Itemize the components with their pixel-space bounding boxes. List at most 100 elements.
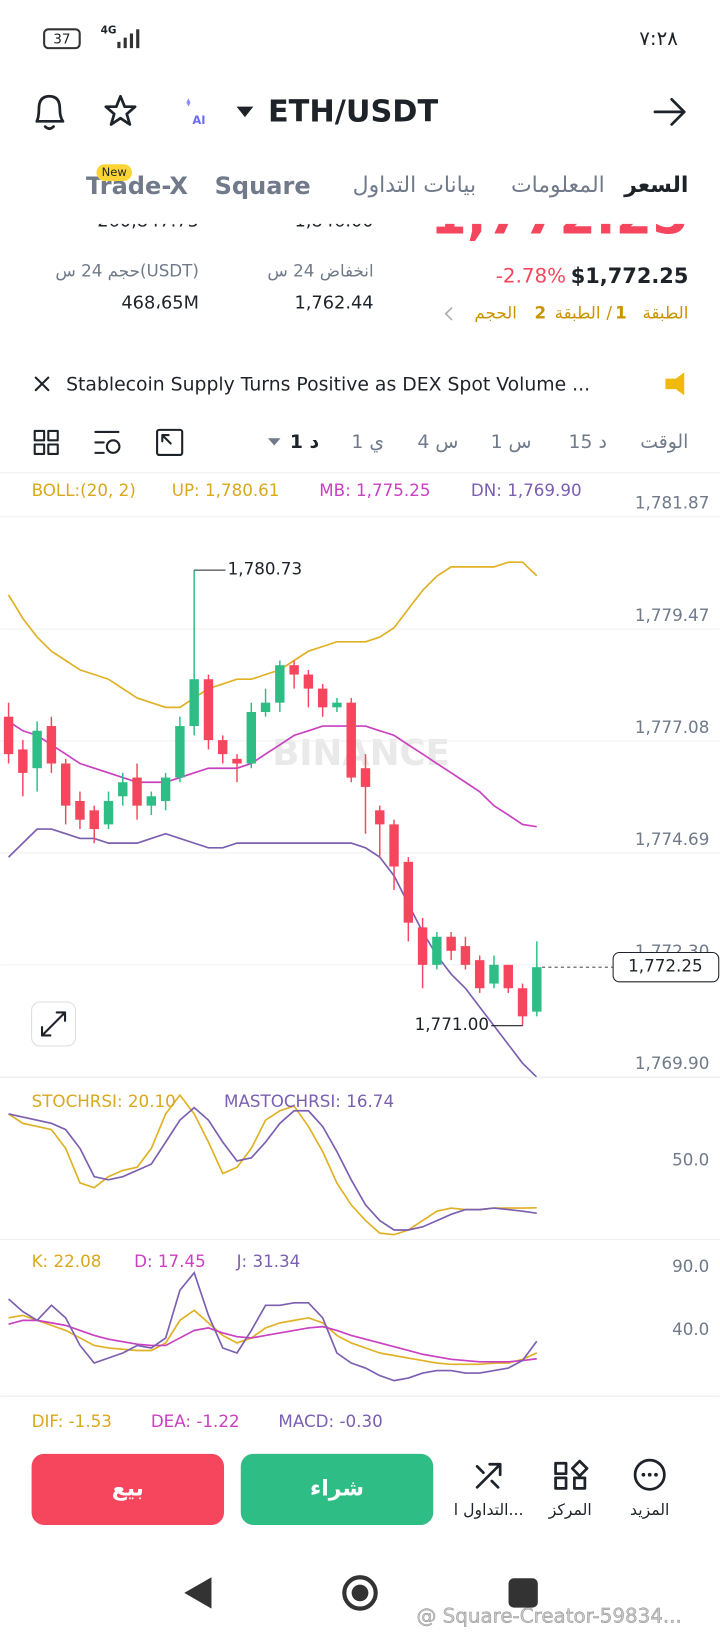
- candle-body: [160, 777, 171, 801]
- close-news[interactable]: [34, 376, 50, 392]
- candle-body: [403, 861, 414, 923]
- interval-selected[interactable]: 1 د: [290, 432, 320, 453]
- sparkle: [186, 98, 191, 107]
- interval[interactable]: 15 د: [569, 432, 607, 453]
- depth-volume[interactable]: الحجم: [474, 302, 516, 323]
- nav-recent[interactable]: [508, 1578, 538, 1608]
- candle-body: [260, 702, 271, 713]
- sell-button[interactable]: [31, 1453, 225, 1525]
- boll-dn-line: [7, 828, 538, 1078]
- candle-body: [60, 763, 71, 806]
- more-icon[interactable]: [633, 1458, 666, 1491]
- depth-one[interactable]: 1: [615, 302, 627, 322]
- candle-body: [417, 927, 428, 965]
- nav-back[interactable]: [184, 1577, 212, 1609]
- last-price-label: 1,772.25: [628, 956, 702, 976]
- pair[interactable]: ETH/USDT: [268, 94, 439, 129]
- depth-layer[interactable]: الطبقة: [642, 302, 688, 322]
- candle-body: [103, 800, 114, 825]
- candle-body: [432, 936, 442, 965]
- candle-body: [75, 800, 85, 820]
- buy-label[interactable]: شراء: [310, 1476, 364, 1501]
- candle-body: [232, 758, 242, 764]
- candle-body: [332, 702, 342, 708]
- interval-dropdown[interactable]: [267, 438, 281, 446]
- candle-body: [118, 782, 128, 797]
- news[interactable]: Stablecoin Supply Turns Positive as DEX …: [66, 374, 590, 395]
- share-icon[interactable]: [653, 98, 686, 126]
- last-price: 1,772.25: [430, 186, 688, 247]
- bell-icon[interactable]: [35, 94, 65, 130]
- boll-label: BOLL:(20, 2): [32, 480, 136, 500]
- candle-body: [489, 964, 499, 984]
- dea-label: DEA: -1.22: [151, 1411, 240, 1431]
- volume-24h: 468،65M: [121, 292, 199, 313]
- battery-level: 37: [53, 32, 70, 48]
- position-icon[interactable]: [554, 1459, 589, 1490]
- candle-body: [275, 665, 285, 703]
- stoch-tick-label: 50.0: [672, 1149, 709, 1169]
- candle-body: [517, 988, 528, 1017]
- candle-body: [203, 679, 214, 741]
- trade-icon[interactable]: [475, 1462, 502, 1489]
- ai-badge[interactable]: AI: [192, 113, 205, 127]
- star-icon[interactable]: [104, 94, 137, 126]
- new-badge: New: [102, 165, 127, 179]
- tab-square[interactable]: Square: [215, 172, 311, 200]
- kdj-tick-label: 40.0: [672, 1319, 709, 1339]
- candle-body: [474, 960, 485, 989]
- candle-body: [360, 768, 371, 787]
- price-tick-label: 1,769.90: [635, 1053, 709, 1073]
- kdj-d-line: [8, 1319, 537, 1363]
- kdj-d-label: D: 17.45: [134, 1251, 206, 1271]
- last-price-box: [612, 952, 720, 983]
- depth-sep: /: [606, 302, 612, 322]
- candle-body: [289, 665, 299, 675]
- boll-dn-label: DN: 1,769.90: [471, 480, 582, 500]
- boll-up-label: UP: 1,780.61: [172, 480, 280, 500]
- candle-body: [32, 730, 42, 769]
- position-label[interactable]: المركز: [548, 1500, 592, 1520]
- buy-button[interactable]: [240, 1453, 434, 1525]
- candle-body: [146, 796, 157, 806]
- depth-layer-2[interactable]: الطبقة: [555, 302, 601, 322]
- candle-body: [3, 716, 14, 755]
- more-label[interactable]: المزيد: [630, 1500, 669, 1520]
- candle-body: [346, 702, 356, 778]
- stoch-line: [8, 1093, 537, 1236]
- depth-links[interactable]: الطبقة 1 / الطبقة 2 الحجم: [474, 302, 688, 323]
- depth-two[interactable]: 2: [535, 302, 547, 322]
- candle-body: [132, 777, 142, 806]
- battery: [43, 28, 81, 50]
- tab-price[interactable]: السعر: [623, 173, 688, 198]
- interval[interactable]: 4 س: [417, 432, 458, 453]
- low-24h: 1,762.44: [294, 292, 373, 313]
- kdj-j-label: J: 31.34: [236, 1251, 301, 1271]
- megaphone: [665, 372, 685, 396]
- candle-body: [317, 688, 328, 708]
- kdj-k-label: K: 22.08: [32, 1251, 102, 1271]
- chevron: [444, 306, 453, 321]
- price-tick-label: 1,779.47: [635, 605, 709, 625]
- candle-body: [303, 674, 314, 689]
- tab-info[interactable]: المعلومات: [511, 173, 605, 198]
- time: ٧:٢٨: [639, 27, 678, 50]
- sell-label[interactable]: بيع: [112, 1476, 144, 1501]
- tab-trading-data[interactable]: بيانات التداول: [353, 173, 476, 198]
- network: 4G: [101, 24, 117, 36]
- toolbar-icons[interactable]: [33, 428, 184, 457]
- kdj-k-line: [8, 1309, 538, 1366]
- candle-body: [460, 946, 471, 965]
- kdj-tick-label: 90.0: [672, 1256, 709, 1276]
- interval[interactable]: 1 ي: [351, 432, 384, 453]
- interval[interactable]: 1 س: [491, 432, 532, 453]
- candle-body: [218, 740, 228, 755]
- candle-body: [18, 749, 28, 773]
- trade-label[interactable]: التداول ا...: [454, 1500, 524, 1520]
- watermark: @ Square-Creator-59834...: [416, 1604, 681, 1627]
- pair-dropdown[interactable]: [236, 106, 254, 118]
- candle-body: [89, 810, 99, 830]
- macd-label: MACD: -0.30: [278, 1411, 382, 1431]
- nav-home[interactable]: [342, 1575, 378, 1611]
- candle-body: [532, 967, 542, 1012]
